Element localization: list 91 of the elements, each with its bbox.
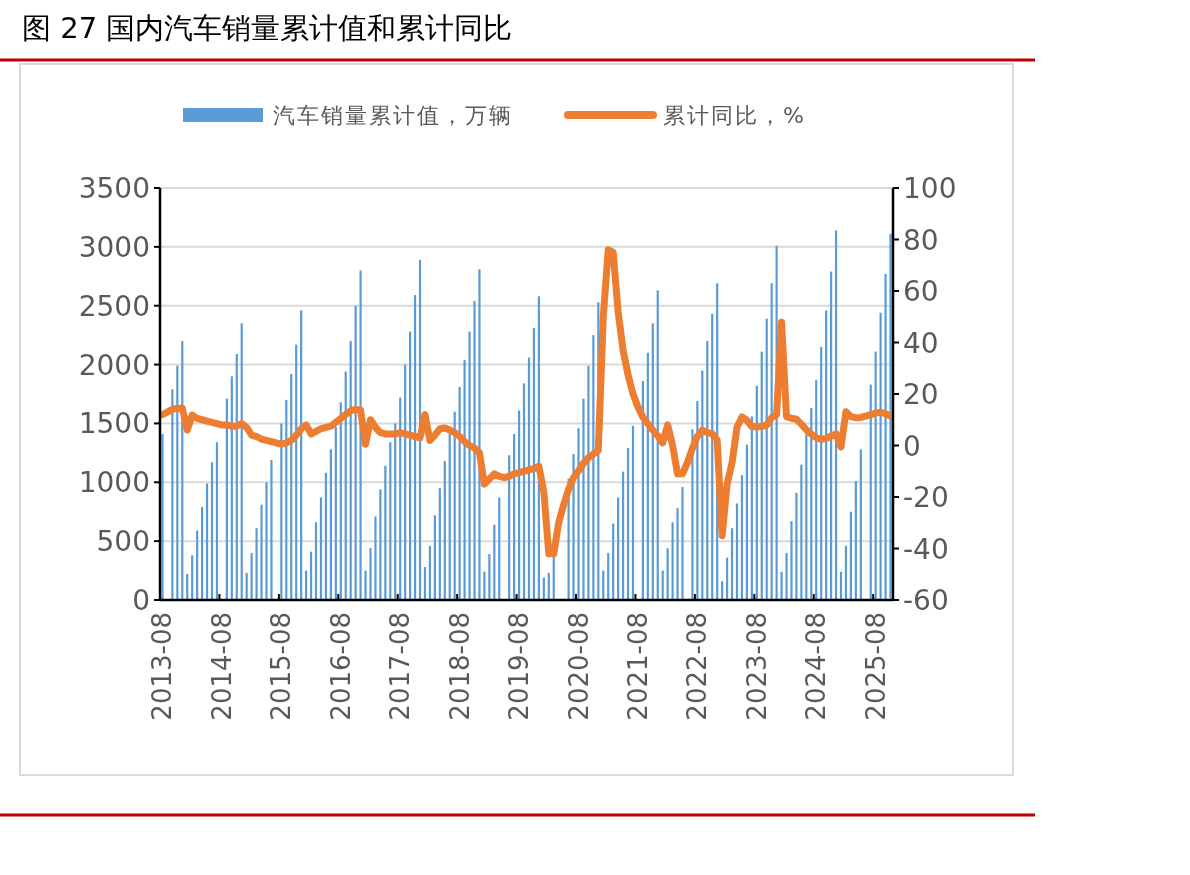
y-tick-label: 2500 (78, 289, 150, 323)
bar (319, 497, 323, 600)
x-tick-label: 2020-08 (563, 612, 594, 721)
bar (329, 449, 332, 600)
bar (433, 515, 436, 600)
bar (255, 528, 258, 600)
x-tick-label: 2023-08 (741, 612, 772, 721)
bar (265, 482, 268, 600)
bar (730, 528, 734, 600)
bar (805, 434, 808, 600)
x-tick-label: 2019-08 (504, 612, 535, 721)
chart-title: 图 27 国内汽车销量累计值和累计同比 (22, 11, 513, 45)
bar (582, 398, 585, 600)
bar (795, 492, 798, 600)
bar (324, 472, 328, 600)
bar (210, 462, 214, 600)
y-tick-label: 3500 (78, 172, 150, 205)
legend-label: 汽车销量累计值，万辆 (273, 103, 513, 128)
bar (379, 489, 382, 600)
x-tick-label: 2018-08 (444, 612, 475, 721)
bar (161, 434, 164, 600)
y-tick-label: 500 (96, 525, 150, 559)
y2-tick-label: -60 (903, 584, 949, 617)
bar (483, 571, 486, 600)
bar (626, 448, 630, 600)
bar (448, 434, 451, 600)
bar (617, 497, 620, 600)
bar (191, 555, 194, 600)
bar (859, 449, 862, 600)
y2-tick-label: 100 (903, 172, 957, 205)
bar (443, 461, 446, 600)
x-tick-label: 2025-08 (860, 612, 891, 721)
bar (587, 365, 590, 600)
bar (884, 273, 887, 600)
x-tick-label: 2016-08 (325, 612, 356, 721)
y2-tick-label: 0 (903, 429, 921, 463)
bar (260, 504, 263, 600)
bar (612, 523, 615, 600)
bar (478, 269, 481, 600)
bar (740, 475, 744, 600)
bar (854, 481, 857, 600)
x-tick-label: 2017-08 (385, 612, 416, 721)
bar (498, 497, 501, 600)
y-tick-label: 0 (132, 584, 150, 617)
x-tick-label: 2014-08 (206, 612, 237, 721)
bar (577, 428, 580, 600)
bar (438, 488, 441, 600)
bar (790, 521, 793, 600)
x-tick-label: 2021-08 (622, 612, 653, 721)
y-tick-label: 1500 (78, 407, 150, 441)
bar (785, 552, 788, 600)
y-tick-label: 2000 (78, 348, 150, 382)
bar (631, 425, 635, 600)
bar (800, 464, 803, 600)
y2-tick-label: 80 (903, 223, 939, 257)
bar (889, 233, 892, 600)
x-tick-label: 2024-08 (801, 612, 832, 721)
y2-tick-label: -20 (903, 481, 949, 514)
bar (384, 465, 387, 600)
bar (334, 426, 337, 600)
bar (681, 486, 684, 600)
y-tick-label: 1000 (78, 466, 150, 500)
bar (671, 522, 674, 600)
x-tick-label: 2022-08 (682, 612, 713, 721)
y2-tick-label: 60 (903, 275, 939, 308)
bar (369, 548, 372, 600)
bar (849, 511, 852, 600)
legend-label: 累计同比，% (663, 103, 806, 128)
x-tick-label: 2013-08 (147, 612, 178, 721)
bar (359, 270, 362, 600)
bar (621, 471, 625, 600)
y2-tick-label: -40 (903, 532, 949, 566)
bar (780, 571, 783, 600)
bar (676, 508, 679, 600)
bar (201, 507, 204, 600)
y2-tick-label: 20 (903, 378, 939, 411)
y2-tick-label: 40 (903, 326, 939, 360)
bar (364, 570, 367, 600)
bar (314, 522, 318, 600)
bar (374, 516, 377, 600)
bar (735, 503, 739, 600)
bar (745, 444, 748, 600)
bar (389, 442, 392, 600)
bar (270, 459, 273, 600)
bar (205, 483, 209, 600)
bar (473, 301, 476, 600)
x-tick-label: 2015-08 (266, 612, 297, 721)
bar (215, 442, 219, 600)
bar (468, 331, 471, 600)
y-tick-label: 3000 (78, 230, 150, 264)
bar (463, 359, 466, 600)
